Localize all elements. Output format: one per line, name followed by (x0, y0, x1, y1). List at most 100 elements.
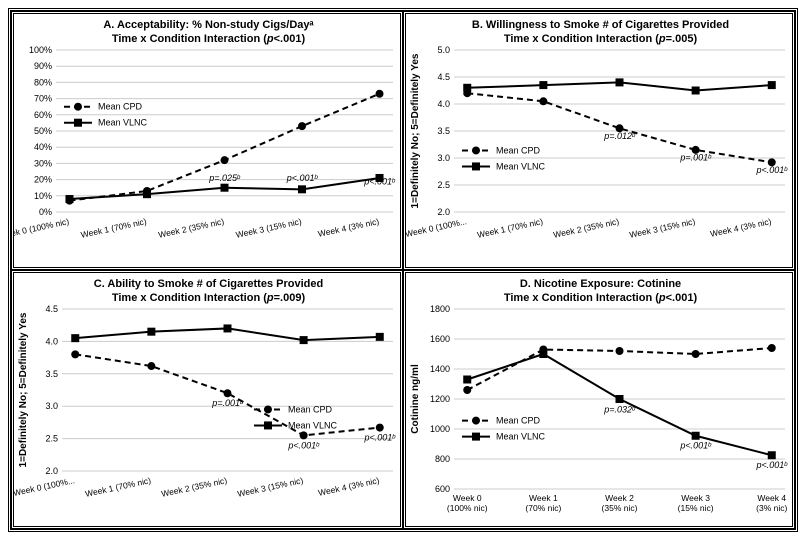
y-axis-label: 1=Definitely No; 5=Definitely Yes (410, 53, 421, 208)
y-tick-label: 10% (34, 191, 52, 201)
y-axis-label: Cotinine ng/ml (410, 364, 421, 434)
marker-vlnc (616, 78, 624, 86)
marker-vlnc (147, 328, 155, 336)
p-value-annotation: p<.001ᵇ (755, 165, 788, 175)
marker-cpd (376, 90, 384, 98)
legend-marker-vlnc (264, 421, 272, 429)
legend-label-cpd: Mean CPD (98, 102, 143, 112)
chart-title-1: B. Willingness to Smoke # of Cigarettes … (472, 19, 729, 31)
y-tick-label: 1000 (430, 424, 450, 434)
y-tick-label: 70% (34, 94, 52, 104)
legend-marker-cpd (472, 146, 480, 154)
x-tick-label: (3% nic) (756, 503, 787, 513)
y-tick-label: 5.0 (437, 45, 450, 55)
x-tick-label: Week 2 (35% nic) (552, 216, 620, 240)
marker-cpd (463, 386, 471, 394)
x-tick-label: Week 1 (70% nic) (84, 475, 152, 499)
y-tick-label: 1800 (430, 304, 450, 314)
marker-vlnc (539, 81, 547, 89)
p-value-annotation: p<.001ᵇ (755, 460, 788, 470)
legend-marker-cpd (74, 103, 82, 111)
marker-cpd (539, 346, 547, 354)
x-tick-label: Week 0 (453, 493, 482, 503)
y-tick-label: 2.0 (437, 207, 450, 217)
p-value-annotation: p<.001ᵇ (363, 433, 396, 443)
x-tick-label: (15% nic) (678, 503, 714, 513)
x-tick-label: Week 4 (3% nic) (709, 216, 772, 239)
y-tick-label: 4.0 (437, 99, 450, 109)
legend-marker-vlnc (74, 119, 82, 127)
panel-b: B. Willingness to Smoke # of Cigarettes … (403, 11, 795, 270)
x-tick-label: Week 4 (3% nic) (317, 475, 380, 498)
legend-marker-cpd (472, 417, 480, 425)
y-tick-label: 3.0 (437, 153, 450, 163)
chart-title-1: C. Ability to Smoke # of Cigarettes Prov… (94, 278, 323, 290)
y-tick-label: 80% (34, 77, 52, 87)
x-tick-label: Week 3 (681, 493, 710, 503)
y-tick-label: 50% (34, 126, 52, 136)
marker-cpd (539, 97, 547, 105)
marker-cpd (221, 156, 229, 164)
y-tick-label: 3.5 (437, 126, 450, 136)
p-value-annotation: p=.001ᵇ (211, 398, 244, 408)
x-tick-label: Week 2 (605, 493, 634, 503)
panel-d: D. Nicotine Exposure: Cotinine Time x Con… (403, 270, 795, 529)
x-tick-label: Week 3 (15% nic) (628, 216, 696, 240)
marker-vlnc (463, 376, 471, 384)
p-value-annotation: p=.012ᵇ (603, 131, 636, 141)
y-tick-label: 0% (39, 207, 52, 217)
marker-cpd (616, 347, 624, 355)
legend-label-cpd: Mean CPD (288, 404, 333, 414)
x-tick-label: Week 3 (15% nic) (235, 216, 303, 240)
marker-cpd (143, 187, 151, 195)
y-tick-label: 40% (34, 142, 52, 152)
x-tick-label: Week 4 (757, 493, 786, 503)
y-tick-label: 600 (435, 484, 450, 494)
p-value-annotation: p<.001ᵇ (363, 176, 396, 186)
marker-vlnc (692, 432, 700, 440)
marker-vlnc (768, 81, 776, 89)
marker-cpd (692, 350, 700, 358)
chart-title-2: Time x Condition Interaction (p=.009) (112, 292, 306, 304)
legend-label-vlnc: Mean VLNC (496, 161, 546, 171)
chart-title-2: Time x Condition Interaction (p<.001) (504, 292, 698, 304)
p-value-annotation: p=.001ᵇ (679, 153, 712, 163)
y-tick-label: 90% (34, 61, 52, 71)
x-tick-label: Week 3 (15% nic) (236, 475, 304, 499)
x-tick-label: (100% nic) (447, 503, 488, 513)
marker-cpd (298, 122, 306, 130)
marker-cpd (768, 344, 776, 352)
y-tick-label: 4.5 (437, 72, 450, 82)
p-value-annotation: p<.001ᵇ (286, 173, 319, 183)
legend-label-cpd: Mean CPD (496, 416, 541, 426)
x-tick-label: Week 1 (70% nic) (476, 216, 544, 240)
marker-vlnc (298, 185, 306, 193)
marker-vlnc (221, 184, 229, 192)
p-value-annotation: p=.032ᵇ (603, 405, 636, 415)
legend-marker-cpd (264, 405, 272, 413)
y-axis-label: 1=Definitely No; 5=Definitely Yes (18, 312, 29, 467)
marker-cpd (224, 389, 232, 397)
marker-vlnc (300, 336, 308, 344)
chart-title-1: D. Nicotine Exposure: Cotinine (520, 278, 681, 290)
marker-vlnc (71, 334, 79, 342)
legend-label-vlnc: Mean VLNC (98, 118, 148, 128)
y-tick-label: 100% (29, 45, 52, 55)
chart-title-2: Time x Condition Interaction (p=.005) (504, 33, 698, 45)
marker-vlnc (692, 87, 700, 95)
marker-cpd (300, 431, 308, 439)
x-tick-label: Week 2 (35% nic) (157, 216, 225, 240)
x-tick-label: Week 0 (100%... (406, 216, 468, 239)
y-tick-label: 3.5 (45, 369, 58, 379)
x-tick-label: (70% nic) (525, 503, 561, 513)
p-value-annotation: p<.001ᵇ (679, 441, 712, 451)
y-tick-label: 20% (34, 175, 52, 185)
p-value-annotation: p<.001ᵇ (287, 440, 320, 450)
marker-cpd (376, 424, 384, 432)
panel-c: C. Ability to Smoke # of Cigarettes Prov… (11, 270, 403, 529)
panel-a: A. Acceptability: % Non-study Cigs/DayᵃT… (11, 11, 403, 270)
p-value-annotation: p=.025ᵇ (208, 173, 241, 183)
y-tick-label: 1200 (430, 394, 450, 404)
chart-title-1: A. Acceptability: % Non-study Cigs/Dayᵃ (103, 19, 314, 31)
y-tick-label: 30% (34, 158, 52, 168)
